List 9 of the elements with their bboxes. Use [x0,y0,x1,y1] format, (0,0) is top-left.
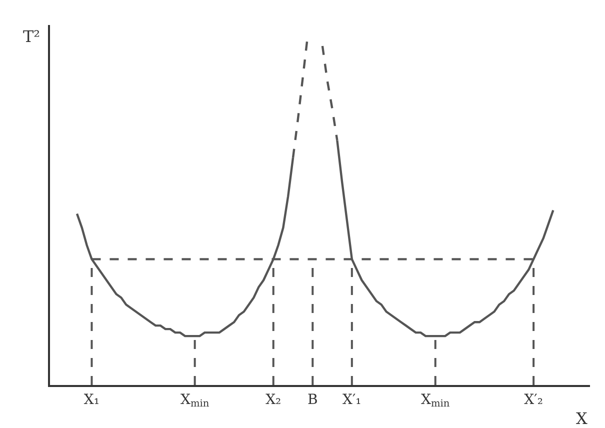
x-tick-label: X′₁ [342,392,362,408]
x-tick-label: X₂ [266,392,282,408]
x-tick-label: X$_{min}$ [421,392,450,410]
x-tick-label: X₁ [84,392,100,408]
x-tick-label: X′₂ [524,392,543,408]
x-axis-title: X [576,409,588,428]
x-tick-label: B [307,392,318,408]
x-tick-label: X$_{min}$ [180,392,210,410]
y-axis-title: T² [23,27,40,46]
